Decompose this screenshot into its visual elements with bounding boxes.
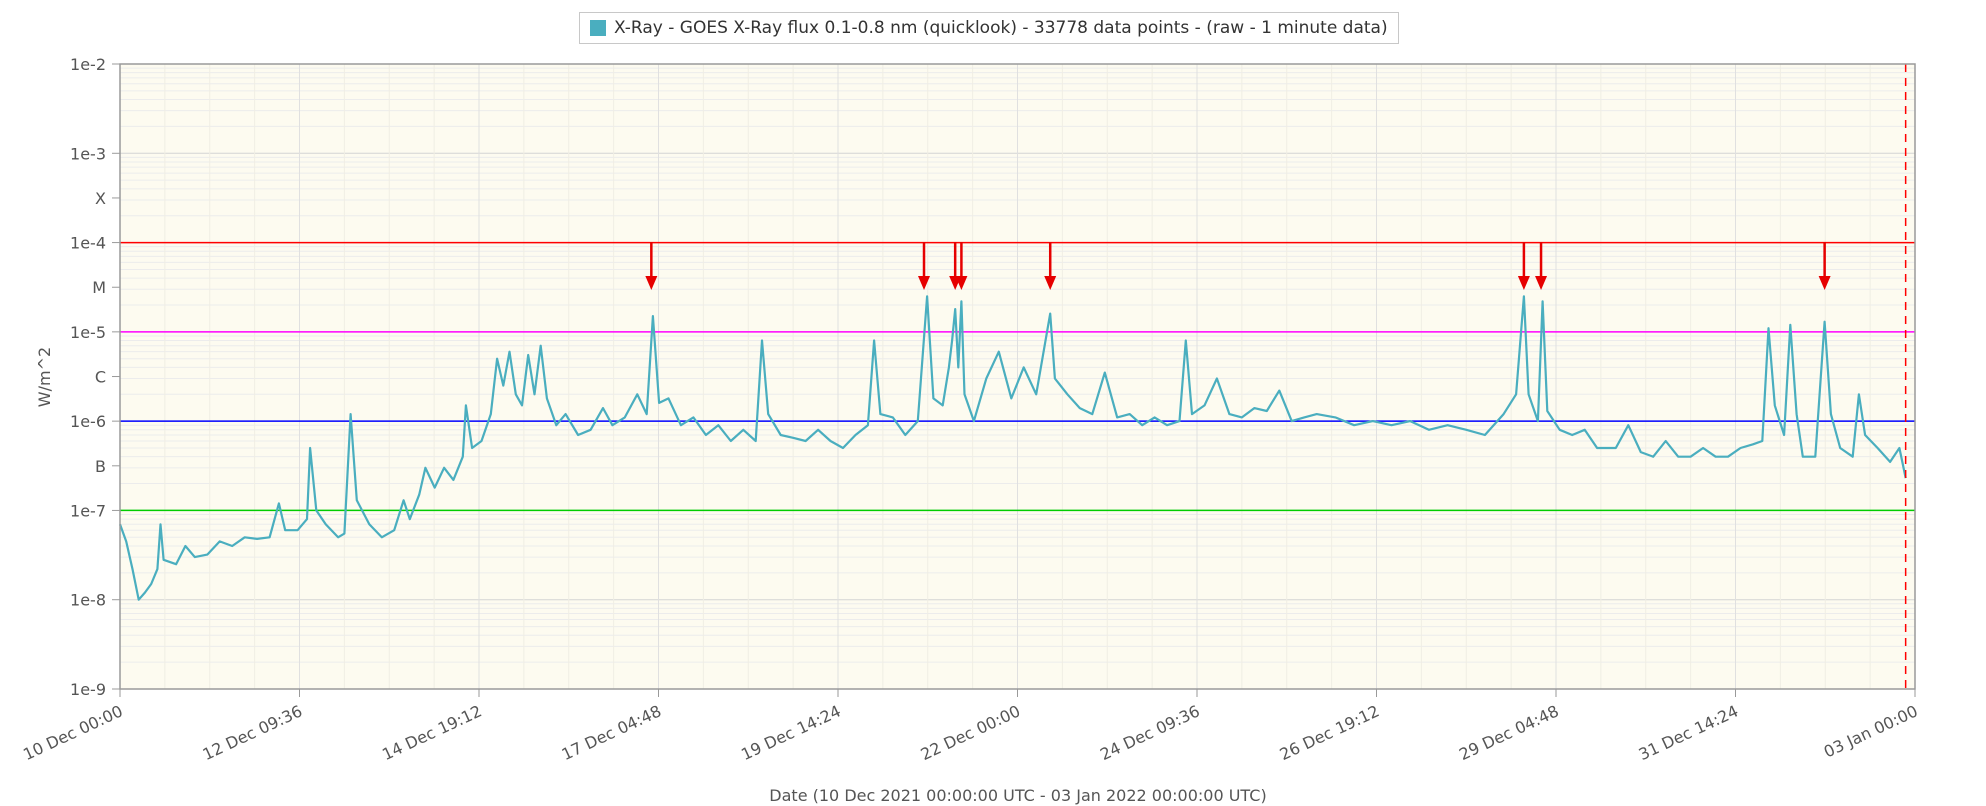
y-tick-label: C <box>95 368 106 387</box>
y-tick-label: 1e-9 <box>70 680 106 699</box>
x-tick-label: 17 Dec 04:48 <box>559 701 665 764</box>
y-tick-label: M <box>92 278 106 297</box>
legend-label: X-Ray - GOES X-Ray flux 0.1-0.8 nm (quic… <box>614 18 1388 38</box>
x-tick-label: 29 Dec 04:48 <box>1456 701 1562 764</box>
flare-arrow-head <box>955 276 968 290</box>
threshold-lines <box>120 241 1915 512</box>
y-tick-label: 1e-4 <box>70 234 106 253</box>
grid-lines <box>119 64 1916 690</box>
flare-arrow-head <box>1535 276 1548 290</box>
x-axis-title: Date (10 Dec 2021 00:00:00 UTC - 03 Jan … <box>769 786 1266 805</box>
flare-arrow-head <box>918 276 931 290</box>
x-tick-label: 10 Dec 00:00 <box>20 701 126 764</box>
x-tick-label: 14 Dec 19:12 <box>379 701 485 764</box>
x-tick-label: 26 Dec 19:12 <box>1277 701 1383 764</box>
y-tick-label: 1e-7 <box>70 501 106 520</box>
flare-arrow-head <box>1818 276 1831 290</box>
x-tick-label: 12 Dec 09:36 <box>200 701 306 764</box>
x-tick-label: 24 Dec 09:36 <box>1097 701 1203 764</box>
flare-arrow <box>1535 242 1548 290</box>
xray-flux-series <box>118 295 1907 601</box>
y-tick-label: 1e-2 <box>70 55 106 74</box>
x-tick-label: 22 Dec 00:00 <box>918 701 1024 764</box>
flare-arrow <box>1818 242 1831 290</box>
series-layer <box>118 295 1907 601</box>
y-tick-label: 1e-6 <box>70 412 106 431</box>
flare-arrows <box>645 242 1831 290</box>
x-tick-label: 03 Jan 00:00 <box>1821 701 1921 761</box>
x-tick-label: 19 Dec 14:24 <box>738 701 844 764</box>
y-tick-label: 1e-8 <box>70 591 106 610</box>
flare-arrow <box>918 242 931 290</box>
flare-arrow <box>955 242 968 290</box>
y-axis-ticks: 1e-9 1e-8 1e-7 B 1e-6 C 1e-5 M 1e-4 X 1e-3 1e-2 <box>70 55 120 699</box>
legend-swatch <box>590 20 606 36</box>
y-tick-label: B <box>95 457 106 476</box>
y-tick-label: 1e-3 <box>70 144 106 163</box>
flare-arrow <box>1517 242 1530 290</box>
flare-arrow-head <box>645 276 658 290</box>
flare-arrow <box>645 242 658 290</box>
flare-arrow-head <box>1044 276 1057 290</box>
y-tick-label: 1e-5 <box>70 323 106 342</box>
x-axis-ticks: 10 Dec 00:00 12 Dec 09:36 14 Dec 19:12 17 D… <box>20 689 1921 764</box>
x-tick-label: 31 Dec 14:24 <box>1636 701 1742 764</box>
flare-arrow <box>1044 242 1057 290</box>
y-tick-label: X <box>95 189 106 208</box>
chart-legend[interactable]: X-Ray - GOES X-Ray flux 0.1-0.8 nm (quic… <box>579 12 1399 44</box>
flare-arrow-head <box>1517 276 1530 290</box>
y-axis-title: W/m^2 <box>35 347 54 407</box>
